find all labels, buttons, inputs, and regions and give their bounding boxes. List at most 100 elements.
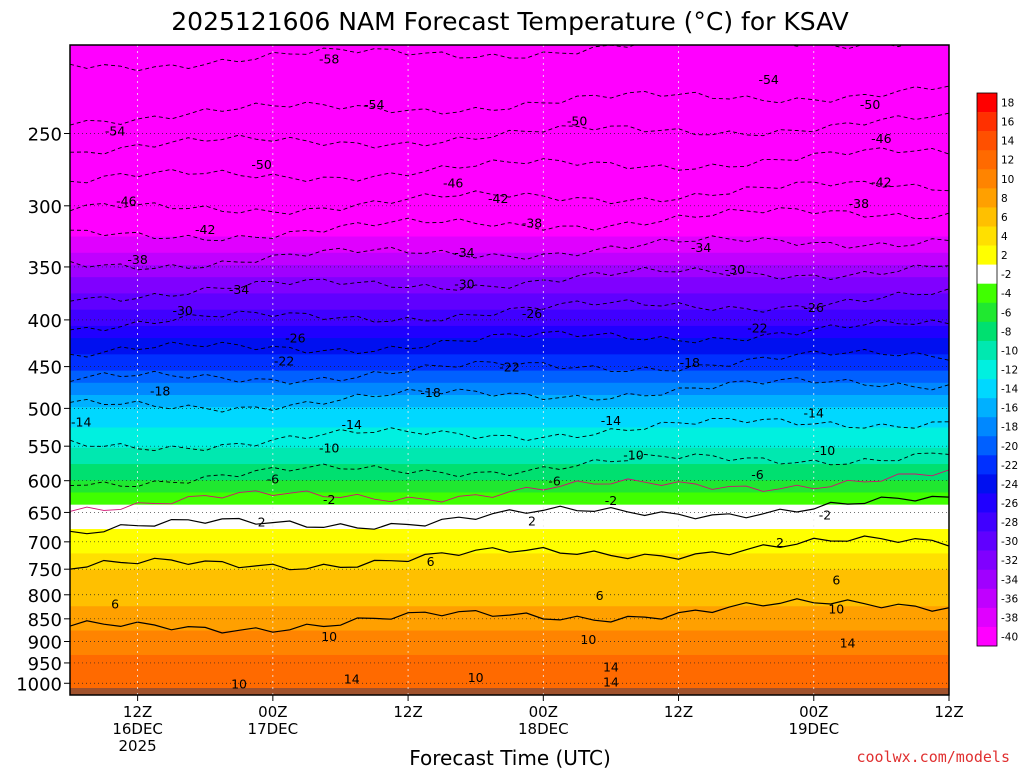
temperature-band	[70, 280, 949, 286]
contour-label: 10	[828, 601, 844, 616]
temperature-band	[70, 370, 949, 375]
contour-label: 10	[468, 670, 484, 685]
temperature-band	[70, 638, 949, 643]
temperature-band	[70, 292, 949, 298]
isotherm-line	[70, 469, 949, 512]
colorbar-label: -12	[1001, 365, 1018, 377]
temperature-band	[70, 130, 949, 135]
temperature-band	[70, 398, 949, 404]
temperature-band	[70, 585, 949, 590]
temperature-band	[70, 459, 949, 465]
temperature-band	[70, 231, 949, 237]
temperature-band	[70, 154, 949, 160]
temperature-band	[70, 597, 949, 603]
temperature-band	[70, 670, 949, 676]
temperature-band	[70, 581, 949, 586]
contour-label: -46	[871, 131, 891, 146]
colorbar-label: -6	[1001, 307, 1012, 319]
temperature-band	[70, 365, 949, 371]
temperature-band	[70, 325, 949, 330]
colorbar-label: -16	[1001, 403, 1018, 415]
temperature-band	[70, 682, 949, 688]
temperature-band	[70, 418, 949, 424]
source-credit[interactable]: coolwx.com/models	[856, 748, 1010, 766]
contour-label: -22	[274, 353, 294, 368]
contour-label: -22	[499, 360, 519, 375]
contour-label: -2	[605, 493, 617, 508]
contour-label: -2	[819, 507, 831, 522]
colorbar-swatch	[977, 550, 997, 571]
colorbar-label: -32	[1001, 555, 1018, 567]
temperature-band	[70, 248, 949, 253]
contour-label: -2	[323, 492, 335, 507]
colorbar-label: -30	[1001, 536, 1018, 548]
temperature-band	[70, 382, 949, 387]
contour-label: -38	[522, 216, 542, 231]
isotherm-line	[70, 319, 949, 358]
x-tick-label: 12Z	[664, 703, 693, 721]
contour-label: 10	[580, 632, 596, 647]
colorbar-swatch	[977, 588, 997, 609]
temperature-band	[70, 219, 949, 225]
temperature-band	[70, 475, 949, 481]
temperature-band	[70, 187, 949, 192]
temperature-band	[70, 353, 949, 359]
x-tick-label: 16DEC	[112, 720, 163, 738]
temperature-band	[70, 500, 949, 505]
colorbar-swatch	[977, 245, 997, 265]
colorbar-swatch	[977, 188, 997, 208]
contour-label: -34	[454, 245, 474, 260]
temperature-band	[70, 272, 949, 278]
temperature-band	[70, 227, 949, 233]
temperature-band	[70, 329, 949, 335]
contour-label: -6	[751, 467, 764, 482]
y-tick-label: 250	[28, 124, 62, 145]
contour-label: -18	[680, 355, 700, 370]
temperature-band	[70, 528, 949, 534]
temperature-band	[70, 678, 949, 684]
temperature-band	[70, 138, 949, 144]
temperature-band	[70, 394, 949, 400]
temperature-band	[70, 390, 949, 395]
contour-label: -50	[860, 97, 880, 112]
x-tick-label: 00Z	[529, 703, 558, 721]
temperature-band	[70, 544, 949, 550]
temperature-band	[70, 662, 949, 668]
temperature-band	[70, 69, 949, 75]
temperature-band	[70, 170, 949, 176]
colorbar-label: 6	[1001, 212, 1008, 224]
x-tick-label: 12Z	[393, 703, 422, 721]
colorbar-label: 2	[1001, 250, 1008, 262]
contour-label: -54	[758, 72, 778, 87]
temperature-band	[70, 625, 949, 631]
temperature-band	[70, 134, 949, 140]
y-tick-label: 600	[28, 472, 62, 493]
temperature-band	[70, 617, 949, 623]
temperature-band	[70, 77, 949, 83]
y-tick-label: 450	[28, 358, 62, 379]
contour-label: 6	[427, 554, 435, 569]
contour-label: 6	[596, 588, 604, 603]
colorbar-label: -26	[1001, 498, 1018, 510]
temperature-band	[70, 540, 949, 546]
temperature-band	[70, 357, 949, 363]
y-tick-label: 950	[28, 654, 62, 675]
isotherm-line	[70, 417, 949, 452]
temperature-band	[70, 264, 949, 270]
temperature-band	[70, 520, 949, 525]
temperature-band	[70, 179, 949, 184]
contour-label: -26	[804, 300, 824, 315]
y-tick-label: 750	[28, 560, 62, 581]
y-tick-label: 400	[28, 311, 62, 332]
terrain	[70, 688, 949, 695]
temperature-band	[70, 260, 949, 265]
temperature-band	[70, 650, 949, 655]
colorbar-label: -14	[1001, 384, 1018, 396]
isotherm-line	[70, 147, 949, 184]
contour-label: -34	[229, 282, 249, 297]
temperature-band	[70, 674, 949, 680]
temperature-band	[70, 455, 949, 460]
colorbar-swatch	[977, 493, 997, 513]
colorbar-label: -28	[1001, 517, 1018, 529]
